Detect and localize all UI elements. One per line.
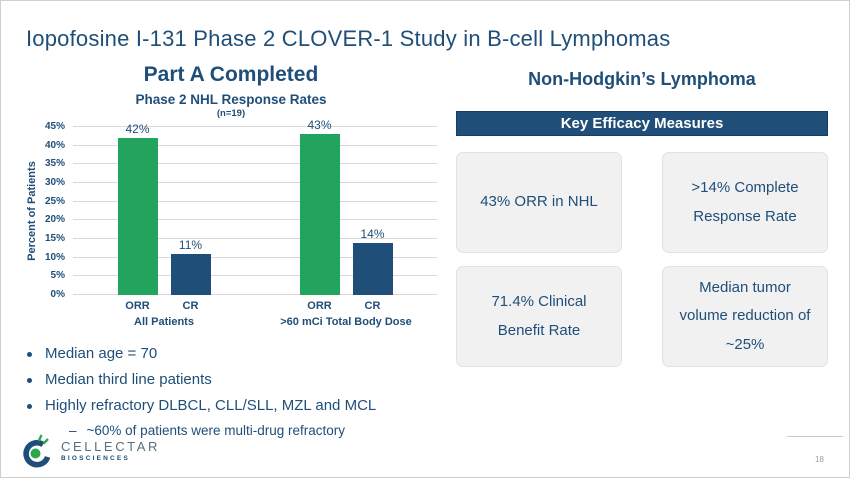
bar-group: 42% ORR 11% CR All Patients <box>73 122 255 328</box>
efficacy-card-cr: >14% Complete Response Rate <box>662 152 828 253</box>
y-tick-label: 40% <box>44 139 65 151</box>
y-tick-label: 35% <box>44 158 65 170</box>
bar-group-label: >60 mCi Total Body Dose <box>280 316 412 328</box>
bullet-text: Median third line patients <box>45 371 212 388</box>
bar-cr: 11% CR <box>170 238 211 312</box>
gridline <box>73 126 437 127</box>
gridline <box>73 219 437 221</box>
left-panel: Part A Completed Phase 2 NHL Response Ra… <box>21 63 441 438</box>
bullet-text: Highly refractory DLBCL, CLL/SLL, MZL an… <box>45 397 377 414</box>
right-panel: Non-Hodgkin’s Lymphoma Key Efficacy Meas… <box>456 69 828 367</box>
gridline <box>73 200 437 202</box>
y-axis-ticks: 0% 5% 10% 15% 20% 25% 30% 35% 40% 45% <box>21 121 65 300</box>
bar-category-label: ORR <box>125 300 150 312</box>
bar-group-label: All Patients <box>134 316 194 328</box>
gridline <box>73 275 437 277</box>
bullet-text: Median age = 70 <box>45 345 158 362</box>
logo-company-sub: BIOSCIENCES <box>61 455 130 462</box>
y-tick-label: 10% <box>44 251 65 263</box>
y-tick-label: 5% <box>50 270 65 282</box>
bar-orr: 43% ORR <box>299 118 340 312</box>
bar-value-label: 42% <box>125 122 150 137</box>
chart-sample-size: (n=19) <box>216 108 246 119</box>
gridline <box>73 238 437 239</box>
sub-bullet-text: ~60% of patients were multi-drug refract… <box>86 423 346 438</box>
bar-value-label: 43% <box>307 118 332 133</box>
key-efficacy-banner: Key Efficacy Measures <box>456 111 828 136</box>
bullet-item: Median age = 70 <box>27 345 441 362</box>
bullet-item: Highly refractory DLBCL, CLL/SLL, MZL an… <box>27 397 441 414</box>
cellectar-logo-text: CELLECTAR BIOSCIENCES <box>61 440 160 462</box>
y-tick-label: 45% <box>44 121 65 132</box>
bullet-dot-icon <box>27 378 32 383</box>
bar-orr: 42% ORR <box>117 122 158 312</box>
gridline <box>73 294 437 295</box>
efficacy-card-tumor-volume: Median tumor volume reduction of ~25% <box>662 266 828 367</box>
chart-plot: 42% ORR 11% CR All Patients 43% ORR 14% CR >60 mC… <box>73 118 437 328</box>
logo-company-name: CELLECTAR <box>61 439 161 454</box>
footer-divider <box>787 436 843 437</box>
y-tick-label: 0% <box>50 289 65 300</box>
bar-cr: 14% CR <box>352 227 393 312</box>
bullet-dot-icon <box>27 404 32 409</box>
gridline <box>73 182 437 183</box>
part-a-heading: Part A Completed <box>143 63 319 86</box>
nhl-heading: Non-Hodgkin’s Lymphoma <box>528 69 756 89</box>
efficacy-card-cbr: 71.4% Clinical Benefit Rate <box>456 266 622 367</box>
slide-title: Iopofosine I-131 Phase 2 CLOVER-1 Study … <box>26 25 671 51</box>
y-tick-label: 25% <box>44 195 65 207</box>
gridline <box>73 144 437 146</box>
page-number: 18 <box>815 455 824 464</box>
bar-value-label: 14% <box>360 226 385 241</box>
bar-category-label: CR <box>364 300 381 312</box>
bar-value-label: 11% <box>178 237 203 252</box>
efficacy-card-orr: 43% ORR in NHL <box>456 152 622 253</box>
y-tick-label: 30% <box>44 177 65 189</box>
y-tick-label: 15% <box>44 233 65 245</box>
response-rates-chart: Percent of Patients 0% 5% 10% 15% 20% 25% 30% 3… <box>21 118 441 331</box>
bullet-dot-icon <box>27 352 32 357</box>
cellectar-logo-icon <box>23 434 51 468</box>
bar-category-label: ORR <box>307 300 332 312</box>
sub-bullet-item: – ~60% of patients were multi-drug refra… <box>69 423 441 438</box>
gridline <box>73 256 437 258</box>
chart-title: Phase 2 NHL Response Rates <box>135 92 327 107</box>
y-tick-label: 20% <box>44 214 65 226</box>
bullet-item: Median third line patients <box>27 371 441 388</box>
gridline <box>73 163 437 165</box>
cellectar-logo: CELLECTAR BIOSCIENCES <box>19 432 160 470</box>
bar-category-label: CR <box>182 300 199 312</box>
sub-bullet-dash-icon: – <box>69 423 77 438</box>
bar-group: 43% ORR 14% CR >60 mCi Total Body Dose <box>255 118 437 328</box>
efficacy-cards: 43% ORR in NHL >14% Complete Response Ra… <box>456 152 828 367</box>
bullet-list: Median age = 70 Median third line patien… <box>27 345 441 438</box>
